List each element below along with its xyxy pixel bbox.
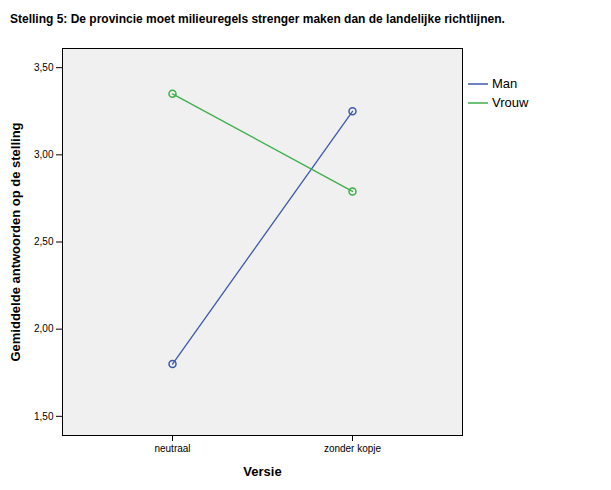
html-text:Stelling 5: De provincie moet: Stelling 5: De provincie moet milieurege… [10, 12, 505, 26]
svg-text:neutraal: neutraal [154, 443, 190, 454]
svg-text:2,50: 2,50 [34, 236, 54, 247]
svg-text:3,00: 3,00 [34, 149, 54, 160]
html-text:Man: Man [492, 76, 518, 91]
svg-text:2,00: 2,00 [34, 323, 54, 334]
svg-text:1,50: 1,50 [34, 411, 54, 422]
svg-text:3,50: 3,50 [34, 62, 54, 73]
svg-text:Versie: Versie [243, 464, 281, 479]
html-text:Vrouw: Vrouw [492, 95, 529, 110]
svg-text:Gemiddelde antwoorden op de st: Gemiddelde antwoorden op de stelling [8, 122, 23, 361]
svg-text:zonder kopje: zonder kopje [324, 443, 382, 454]
